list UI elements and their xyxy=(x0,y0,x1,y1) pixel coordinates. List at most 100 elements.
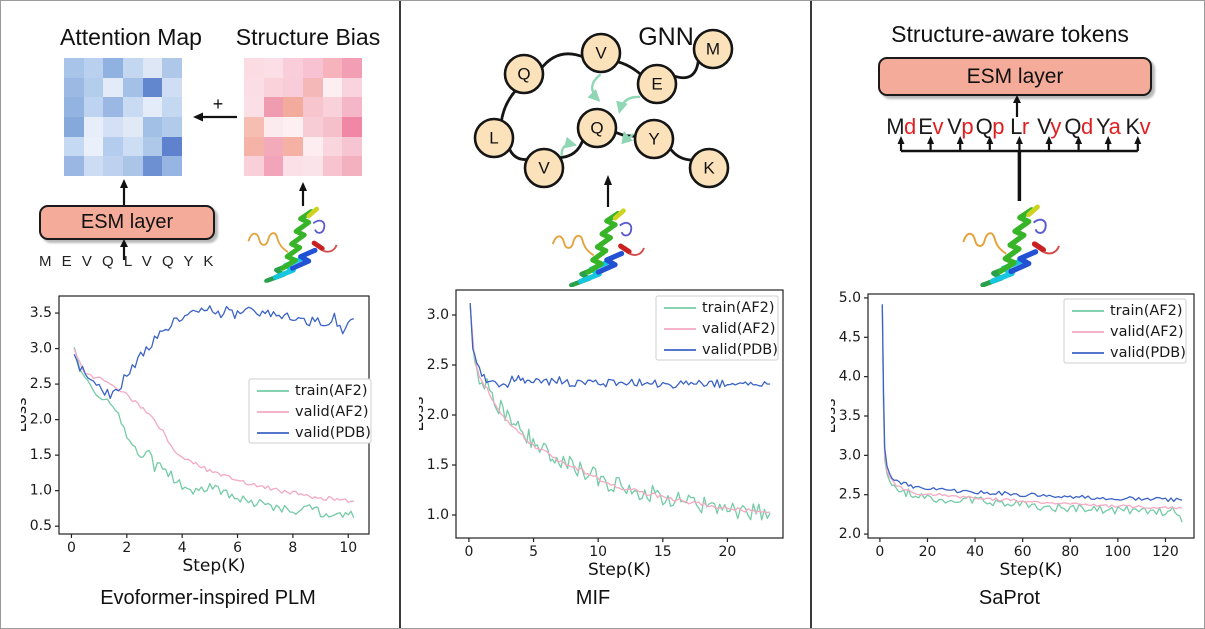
heatmap-cell xyxy=(64,156,84,176)
gnn-node xyxy=(692,28,734,70)
structure-token: Vy xyxy=(1037,114,1061,139)
y-tick-label: 1.5 xyxy=(427,457,449,473)
gnn-title: GNN xyxy=(638,23,694,51)
heatmap-cell xyxy=(302,58,323,78)
x-tick-label: 80 xyxy=(1061,544,1079,560)
gnn-node-label: Q xyxy=(517,65,530,84)
panel-caption-mif: MIF xyxy=(575,587,611,609)
heatmap-cell xyxy=(283,77,303,98)
y-tick-label: 1.0 xyxy=(427,507,449,523)
y-tick-label: 2.0 xyxy=(30,412,52,428)
esm-layer-label: ESM layer xyxy=(80,211,174,233)
gnn-node-label: Y xyxy=(648,130,659,149)
token-pointer-arrowhead xyxy=(956,136,964,144)
sequence-to-esm-arrow xyxy=(120,239,128,260)
gnn-node xyxy=(636,63,678,105)
protein-structure-image xyxy=(957,203,1075,287)
heatmap-cell xyxy=(162,116,182,137)
x-tick-label: 0 xyxy=(464,544,473,560)
protein-structure-image xyxy=(243,205,351,283)
structure-token-row: Md Ev Vp Qp Lr Vy Qd Ya Kv xyxy=(886,114,1151,201)
gnn-node xyxy=(503,53,545,95)
y-tick-label: 5.0 xyxy=(839,290,861,306)
x-tick-label: 5 xyxy=(529,544,538,560)
structure-token: Qd xyxy=(1064,114,1092,139)
loss-chart-mif: 0 5 10 15 20 1.0 1.5 2.0 2.5 3.0 Step(K) Loss train(… xyxy=(408,282,787,580)
y-tick-label: 3.5 xyxy=(30,305,52,321)
legend-label: valid(PDB) xyxy=(1110,345,1186,361)
gnn-node xyxy=(633,118,675,160)
gnn-message-arrow xyxy=(560,136,577,156)
loss-series-trainAF2 xyxy=(469,304,771,521)
heatmap-cell xyxy=(64,116,84,137)
heatmap-cell xyxy=(244,77,264,98)
heatmap-cell xyxy=(142,77,163,98)
heatmap-cell xyxy=(162,58,182,78)
heatmap-cell xyxy=(142,58,163,78)
protein-structure-image xyxy=(547,207,659,287)
heatmap-cell xyxy=(103,136,123,157)
loss-series-validAF2 xyxy=(881,305,1183,510)
attention-map-title: Attention Map xyxy=(60,24,202,50)
heatmap-cell xyxy=(244,116,264,137)
heatmap-cell xyxy=(103,156,123,176)
heatmap-cell xyxy=(263,77,284,98)
esm-layer-box: ESM layer xyxy=(878,57,1152,96)
gnn-edge xyxy=(507,145,531,161)
y-tick-label: 3.5 xyxy=(839,408,861,424)
heatmap-cell xyxy=(302,136,323,157)
heatmap-cell xyxy=(122,58,143,78)
structure-aware-tokens-title: Structure-aware tokens xyxy=(891,21,1129,47)
heatmap-cell xyxy=(263,136,284,157)
y-tick-label: 2.0 xyxy=(427,407,449,423)
y-tick-label: 0.5 xyxy=(30,518,52,534)
heatmap-cell xyxy=(342,58,362,78)
x-tick-label: 15 xyxy=(654,544,672,560)
gnn-node-label: V xyxy=(595,44,607,63)
panel-divider xyxy=(810,1,812,628)
x-tick-label: 120 xyxy=(1152,544,1179,560)
structure-token: Lr xyxy=(1010,114,1029,139)
protein-to-bias-arrow xyxy=(299,182,307,206)
loss-series-validPDB xyxy=(73,305,354,400)
gnn-edge xyxy=(614,59,644,78)
heatmap-cell xyxy=(122,97,143,117)
heatmap-cell xyxy=(283,97,303,117)
gnn-node xyxy=(523,147,565,189)
heatmap-cell xyxy=(322,136,343,157)
x-tick-label: 20 xyxy=(719,544,737,560)
structure-token: Vp xyxy=(947,114,973,139)
heatmap-cell xyxy=(83,136,104,157)
heatmap-cell xyxy=(64,136,84,157)
heatmap-cell xyxy=(302,116,323,137)
add-bias-arrow: + xyxy=(193,97,237,122)
gnn-edge xyxy=(667,145,696,162)
heatmap-cell xyxy=(83,97,104,117)
x-tick-label: 8 xyxy=(288,540,297,556)
heatmap-cell xyxy=(64,97,84,117)
legend-label: valid(PDB) xyxy=(295,425,371,441)
heatmap-cell xyxy=(122,156,143,176)
gnn-node-label: M xyxy=(706,40,720,59)
loss-series-trainAF2 xyxy=(881,307,1183,523)
gnn-edge xyxy=(539,52,586,71)
tokens-to-esm-arrow xyxy=(1013,95,1021,117)
heatmap-cell xyxy=(263,156,284,176)
gnn-node-label: E xyxy=(651,75,662,94)
heatmap-cell xyxy=(322,58,343,78)
heatmap-cell xyxy=(103,77,123,98)
loss-series-validAF2 xyxy=(73,348,354,503)
legend-box xyxy=(1063,298,1187,364)
legend-label: valid(AF2) xyxy=(1110,324,1184,340)
heatmap-cell xyxy=(122,116,143,137)
token-pointer-arrowhead xyxy=(1134,136,1142,144)
gnn-edge xyxy=(670,56,700,80)
heatmap-cell xyxy=(162,77,182,98)
loss-chart-evoformer: 0 2 4 6 8 10 0.5 1.0 1.5 2.0 2.5 3.0 3.5 Step(K) Loss t… xyxy=(11,288,383,578)
heatmap-cell xyxy=(263,97,284,117)
x-axis-label: Step(K) xyxy=(999,560,1062,578)
legend-label: train(AF2) xyxy=(1110,303,1183,319)
gnn-node-label: Q xyxy=(590,119,603,138)
legend-label: valid(PDB) xyxy=(702,342,778,358)
gnn-node xyxy=(473,117,515,159)
